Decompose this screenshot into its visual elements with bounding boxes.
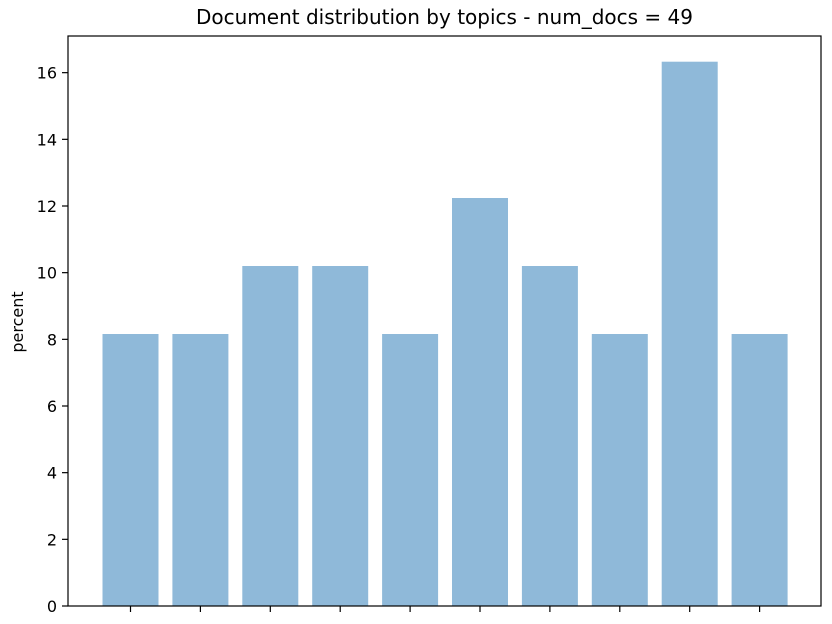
bars-group <box>102 61 788 606</box>
y-tick-label-6: 6 <box>47 397 57 416</box>
y-tick-label-10: 10 <box>37 264 57 283</box>
y-tick-label-14: 14 <box>37 130 57 149</box>
bar-9 <box>661 61 718 606</box>
x-axis-ticks <box>129 606 761 612</box>
y-tick-label-4: 4 <box>47 464 57 483</box>
y-tick-label-2: 2 <box>47 530 57 549</box>
y-tick-label-8: 8 <box>47 330 57 349</box>
y-tick-label-16: 16 <box>37 64 57 83</box>
bar-10 <box>731 334 788 606</box>
bar-2 <box>172 334 229 606</box>
y-tick-label-0: 0 <box>47 597 57 616</box>
y-axis-ticks: 0 2 4 6 8 10 12 14 16 <box>37 64 68 616</box>
bar-1 <box>102 334 159 606</box>
bar-6 <box>452 198 508 606</box>
plot-frame <box>67 35 822 607</box>
bar-5 <box>382 334 439 606</box>
bar-8 <box>591 334 648 606</box>
bar-7 <box>521 266 578 606</box>
y-tick-label-12: 12 <box>37 197 57 216</box>
y-axis-label: percent <box>8 291 27 352</box>
bar-4 <box>312 266 369 606</box>
bar-3 <box>242 266 299 606</box>
chart-title: Document distribution by topics - num_do… <box>196 5 693 29</box>
